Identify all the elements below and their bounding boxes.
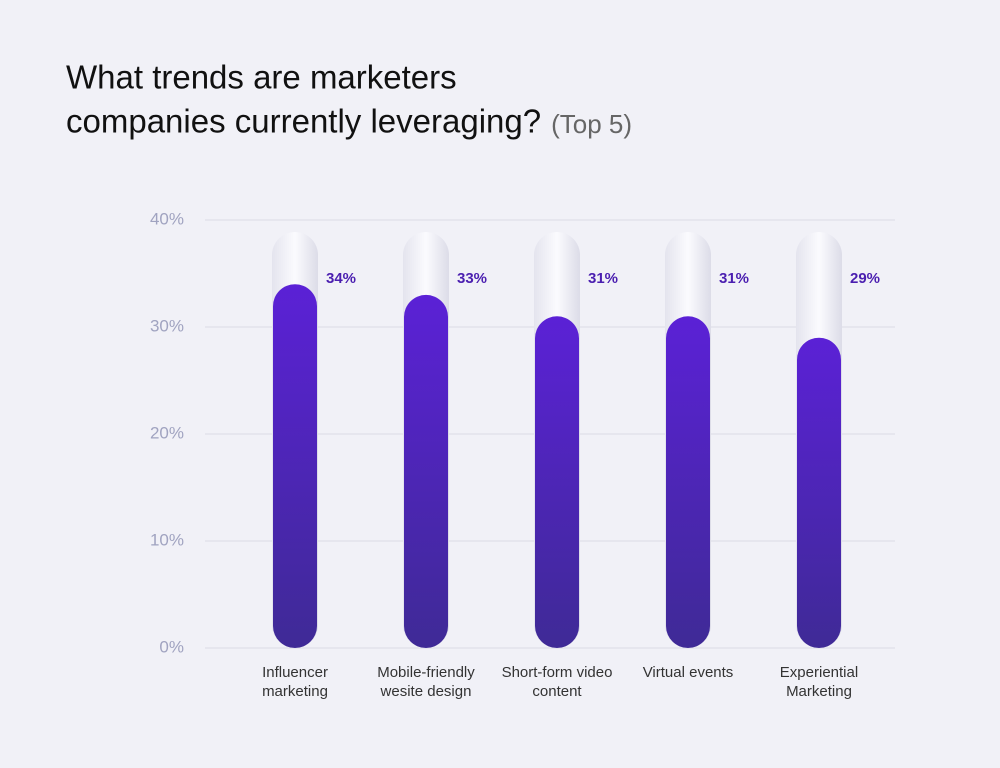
x-tick-label: Influencer marketing xyxy=(262,664,328,700)
value-label: 33% xyxy=(457,270,487,287)
value-label: 34% xyxy=(326,270,356,287)
y-tick-label: 10% xyxy=(150,530,184,549)
bar xyxy=(535,316,579,648)
chart-subtitle: (Top 5) xyxy=(551,109,632,139)
bar xyxy=(404,294,448,648)
x-tick-label: Virtual events xyxy=(642,664,734,681)
bar xyxy=(666,316,710,648)
chart-title: What trends are marketers xyxy=(66,59,457,96)
value-label: 29% xyxy=(850,270,880,287)
x-tick-label: Experiential Marketing xyxy=(779,664,859,700)
y-tick-label: 40% xyxy=(150,209,184,228)
value-label: 31% xyxy=(588,270,618,287)
y-tick-label: 20% xyxy=(150,423,184,442)
y-tick-label: 0% xyxy=(159,637,184,656)
x-tick-label: Short-form video content xyxy=(501,664,613,700)
value-label: 31% xyxy=(719,270,749,287)
x-tick-label: Mobile-friendly wesite design xyxy=(377,664,475,700)
y-tick-label: 30% xyxy=(150,316,184,335)
chart-title: companies currently leveraging? xyxy=(66,103,541,140)
bar xyxy=(273,284,317,648)
bar xyxy=(797,337,841,648)
